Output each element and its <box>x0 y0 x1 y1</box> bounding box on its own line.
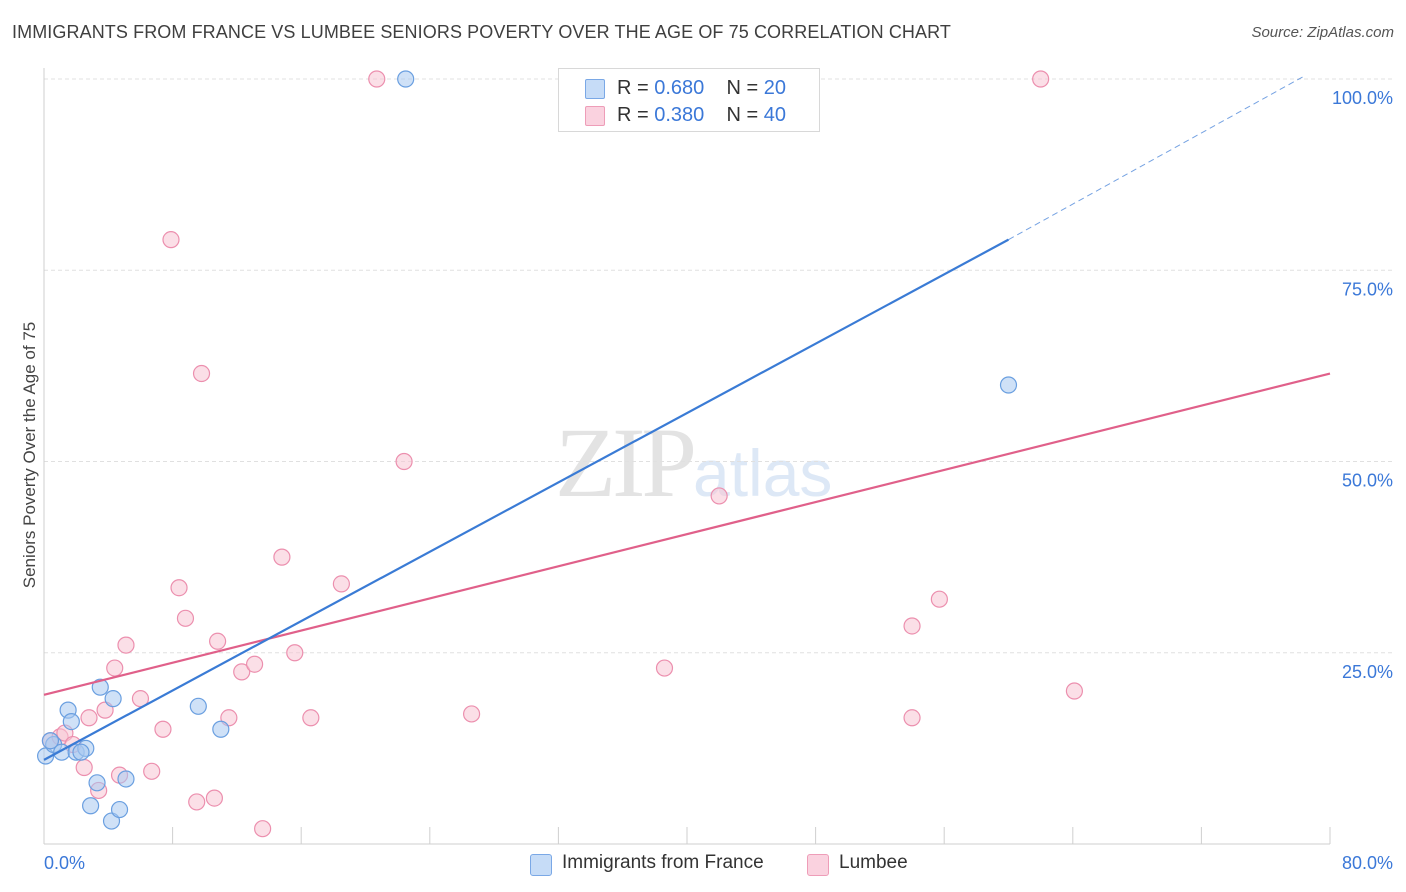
lumbee-point <box>245 655 264 673</box>
france-point <box>41 732 60 750</box>
lumbee-point <box>655 659 674 677</box>
r-label: R = <box>617 77 655 99</box>
lumbee-point <box>1065 682 1084 700</box>
watermark: ZIPatlas <box>555 405 832 520</box>
lumbee-point <box>302 709 320 727</box>
lumbee-point <box>368 70 386 88</box>
france-point <box>189 697 207 715</box>
x-tick-label: 80.0% <box>1342 853 1393 873</box>
legend-stats-lumbee: R = 0.380 N = 40 <box>617 104 786 127</box>
bottom-legend-swatch-lumbee <box>807 854 829 876</box>
lumbee-point <box>462 705 481 723</box>
y-axis-label: Seniors Poverty Over the Age of 75 <box>20 321 39 589</box>
lumbee-point <box>903 709 921 727</box>
lumbee-point <box>273 548 291 566</box>
n-label: N = <box>726 77 764 99</box>
france-point <box>62 712 80 731</box>
points-layer <box>37 70 1084 838</box>
lumbee-point <box>117 636 135 654</box>
france-point <box>91 678 109 696</box>
france-point <box>397 70 415 88</box>
lumbee-point <box>192 364 211 383</box>
y-tick-label: 50.0% <box>1342 471 1393 491</box>
n-label: N = <box>726 104 764 126</box>
lumbee-point <box>75 758 93 777</box>
lumbee-point <box>254 820 272 838</box>
france-point <box>999 376 1018 394</box>
lumbee-point <box>106 659 124 677</box>
n-value-france: 20 <box>763 77 787 99</box>
lumbee-point <box>154 720 172 738</box>
lumbee-point <box>188 793 206 811</box>
france-point <box>110 800 129 819</box>
lumbee-point <box>143 762 161 780</box>
correlation-legend: R = 0.680 N = 20 R = 0.380 N = 40 <box>558 68 820 132</box>
france-trend-line <box>43 238 1010 761</box>
grid-layer <box>44 78 1394 654</box>
bottom-legend-label-france: Immigrants from France <box>562 852 764 873</box>
lumbee-point <box>710 487 728 505</box>
n-value-lumbee: 40 <box>763 104 787 126</box>
france-trend-extension <box>1008 74 1307 241</box>
lumbee-point <box>233 663 251 681</box>
chart-title: IMMIGRANTS FROM FRANCE VS LUMBEE SENIORS… <box>12 22 951 42</box>
source-label: Source: ZipAtlas.com <box>1251 24 1394 41</box>
lumbee-point <box>332 575 350 593</box>
trend-layer <box>43 74 1331 761</box>
axis-layer <box>43 68 1331 845</box>
lumbee-point <box>903 617 921 635</box>
watermark-zip: ZIP <box>555 407 697 518</box>
france-point <box>88 774 106 792</box>
lumbee-point <box>80 709 98 727</box>
lumbee-point <box>209 632 227 650</box>
lumbee-point <box>286 644 304 662</box>
y-tick-label: 75.0% <box>1342 279 1393 299</box>
legend-swatch-france <box>585 79 605 99</box>
france-point <box>212 720 230 738</box>
lumbee-point <box>176 609 195 627</box>
lumbee-trend-line <box>43 372 1331 696</box>
lumbee-point <box>395 452 413 471</box>
y-tick-label: 25.0% <box>1342 662 1393 682</box>
r-label: R = <box>617 104 655 126</box>
bottom-legend-swatch-france <box>530 854 552 876</box>
lumbee-point <box>930 590 948 608</box>
lumbee-point <box>170 579 188 597</box>
france-point <box>82 797 100 815</box>
legend-swatch-lumbee <box>585 106 605 126</box>
x-tick-label: 0.0% <box>44 853 85 873</box>
r-value-france: 0.680 <box>654 77 705 99</box>
legend-stats-france: R = 0.680 N = 20 <box>617 77 786 100</box>
lumbee-point <box>162 231 180 249</box>
lumbee-point <box>205 789 223 807</box>
y-tick-label: 100.0% <box>1332 88 1393 108</box>
lumbee-point <box>1032 70 1050 88</box>
france-point <box>104 690 122 708</box>
france-point <box>117 770 135 788</box>
r-value-lumbee: 0.380 <box>654 104 705 126</box>
tick-label-layer: 25.0% 50.0% 75.0% 100.0% 0.0% 80.0% <box>44 88 1393 873</box>
bottom-legend-label-lumbee: Lumbee <box>839 852 908 873</box>
france-point <box>72 743 90 761</box>
